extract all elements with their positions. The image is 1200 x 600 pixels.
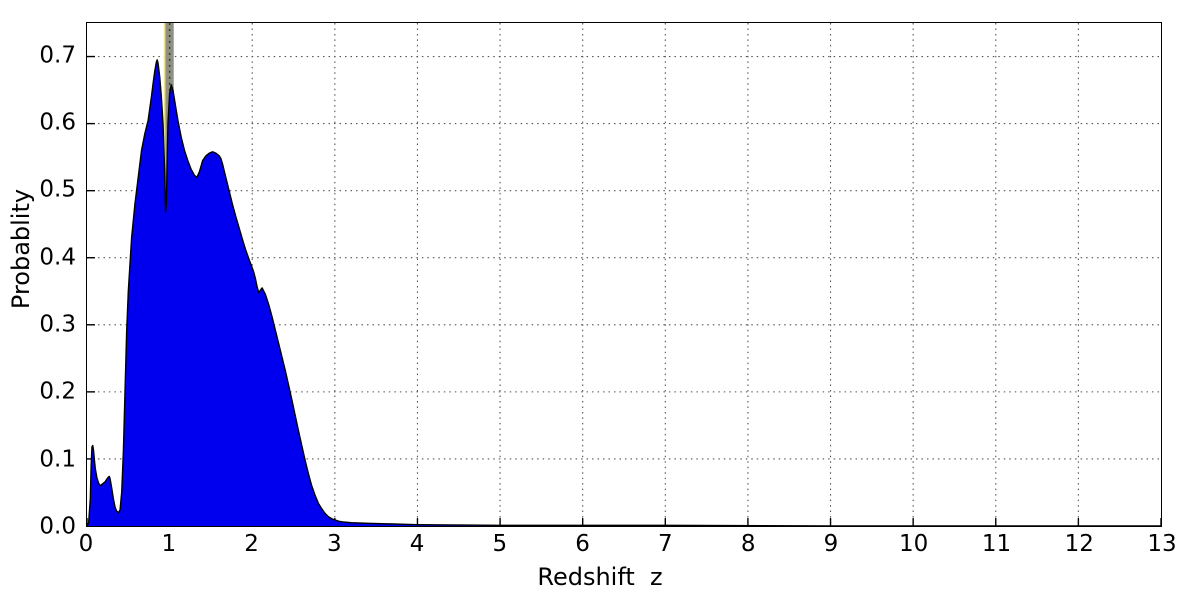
probability-curve bbox=[87, 59, 1161, 526]
grid-layer bbox=[87, 23, 1161, 526]
x-tick-label: 13 bbox=[1147, 531, 1177, 557]
curve-outline bbox=[87, 59, 1161, 526]
plot-area bbox=[86, 22, 1162, 527]
curve-fill bbox=[87, 59, 1161, 526]
x-tick-label: 12 bbox=[1064, 531, 1094, 557]
x-tick-label: 5 bbox=[492, 531, 508, 557]
y-tick-label: 0.2 bbox=[39, 378, 76, 405]
x-tick-label: 4 bbox=[409, 531, 425, 557]
x-axis-label: Redshift z bbox=[537, 563, 663, 591]
x-tick-label: 10 bbox=[899, 531, 929, 557]
y-tick-label: 0.7 bbox=[39, 42, 76, 69]
x-tick-label: 3 bbox=[326, 531, 342, 557]
x-tick-label: 1 bbox=[161, 531, 177, 557]
x-tick-label: 6 bbox=[575, 531, 590, 557]
x-tick-label: 9 bbox=[823, 531, 839, 557]
x-tick-label: 8 bbox=[740, 531, 756, 557]
y-axis-label: Probablity bbox=[7, 188, 35, 310]
x-tick-label: 2 bbox=[244, 531, 259, 557]
y-tick-label: 0.5 bbox=[39, 176, 76, 203]
x-tick-label: 11 bbox=[981, 531, 1012, 557]
y-tick-label: 0.6 bbox=[39, 109, 76, 136]
x-tick-label: 7 bbox=[658, 531, 673, 557]
y-tick-label: 0.1 bbox=[39, 446, 76, 473]
y-tick-label: 0.3 bbox=[39, 311, 76, 338]
y-tick-label: 0.4 bbox=[39, 244, 76, 271]
y-tick-label: 0.0 bbox=[39, 513, 76, 540]
x-tick-label: 0 bbox=[78, 531, 94, 557]
